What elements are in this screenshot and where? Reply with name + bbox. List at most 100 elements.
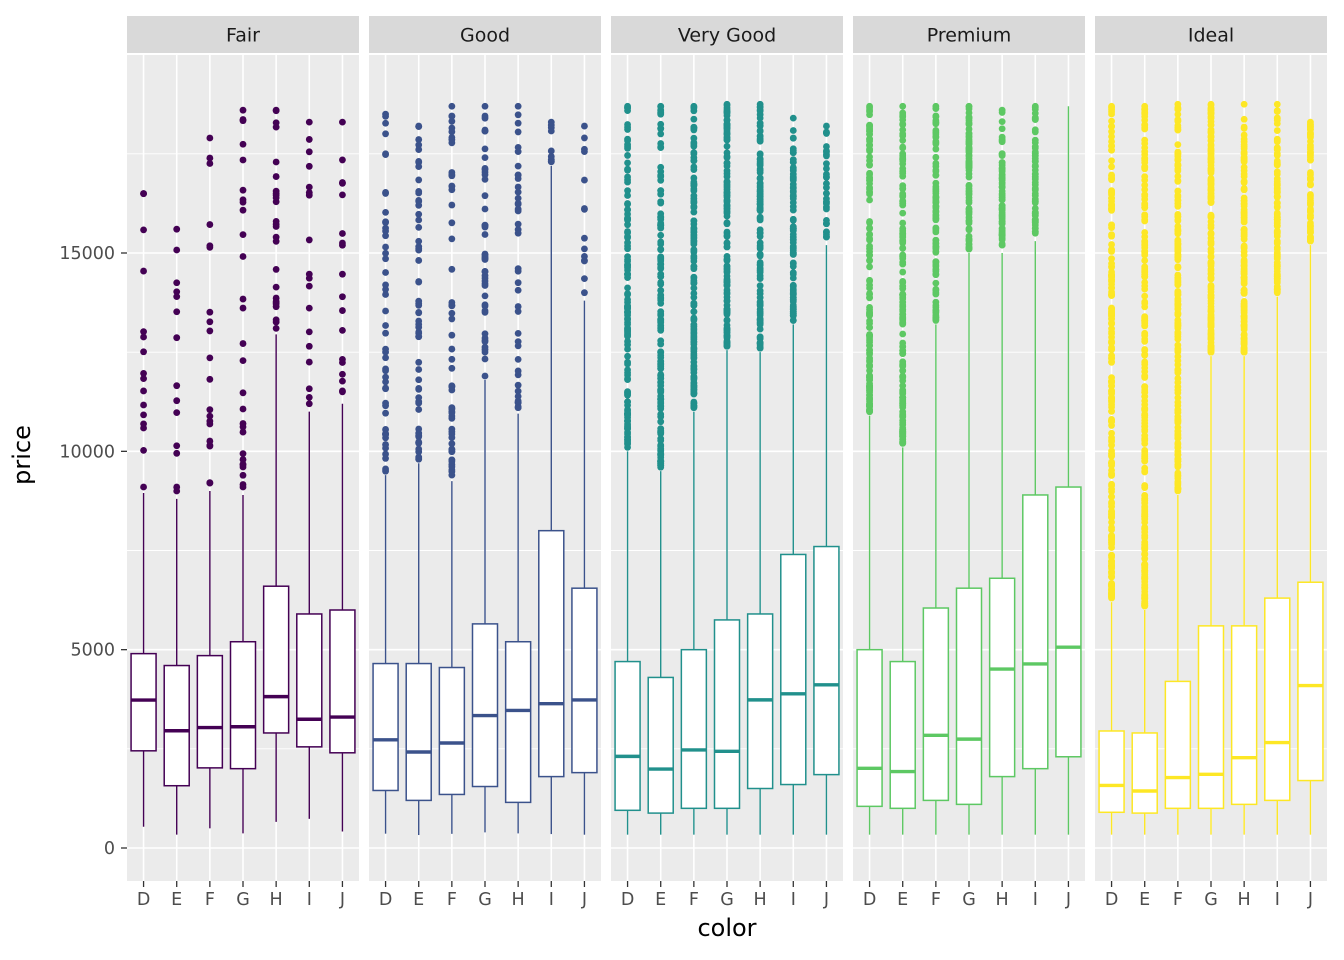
iqr-box xyxy=(372,662,399,792)
facet-strip-label: Good xyxy=(460,25,510,47)
iqr-box xyxy=(813,545,840,776)
boxplot-good-F xyxy=(438,102,466,834)
iqr-box xyxy=(1230,625,1258,806)
outlier-dots xyxy=(415,122,423,463)
iqr-box xyxy=(405,662,432,802)
boxplot-ideal-F xyxy=(1164,100,1192,835)
x-tick-label: J xyxy=(581,890,587,910)
x-tick-label: I xyxy=(307,890,312,910)
outlier-dots xyxy=(382,110,389,475)
outlier-dots xyxy=(756,100,764,352)
iqr-box xyxy=(1022,494,1049,770)
y-tick-label: 0 xyxy=(104,839,115,859)
facet-strip xyxy=(611,16,843,53)
boxplot-fair-F xyxy=(196,134,224,829)
boxplot-premium-F xyxy=(922,102,950,835)
x-tick-label: H xyxy=(270,890,283,910)
iqr-box xyxy=(571,587,598,774)
outlier-dots xyxy=(998,106,1006,249)
iqr-box xyxy=(329,609,356,754)
x-tick-label: G xyxy=(962,890,976,910)
facet-ideal: Ideal D E F G H I J xyxy=(1095,16,1327,910)
outlier-dots xyxy=(965,102,973,253)
facet-good: Good D E F G H I J xyxy=(369,16,601,910)
boxplot-good-H xyxy=(504,102,532,834)
outlier-dots xyxy=(481,102,489,380)
iqr-box xyxy=(988,577,1016,778)
iqr-box xyxy=(196,654,224,769)
boxplot-good-I xyxy=(538,118,565,835)
x-tick-label: H xyxy=(512,890,525,910)
x-tick-label: I xyxy=(791,890,796,910)
outlier-dots xyxy=(1141,102,1149,610)
facet-strip-label: Fair xyxy=(226,25,260,47)
outlier-dots xyxy=(723,100,731,350)
outlier-dots xyxy=(239,106,247,491)
boxplot-fair-E xyxy=(163,225,190,835)
x-tick-label: F xyxy=(447,890,457,910)
iqr-box xyxy=(1098,730,1125,814)
x-tick-label: I xyxy=(549,890,554,910)
x-tick-label: E xyxy=(897,890,908,910)
outlier-dots xyxy=(866,102,873,416)
boxplot-premium-H xyxy=(988,106,1016,835)
boxplot-very-good-J xyxy=(813,122,840,835)
x-tick-label: I xyxy=(1033,890,1038,910)
boxplot-very-good-G xyxy=(713,100,741,835)
iqr-box xyxy=(680,648,708,810)
boxplot-fair-H xyxy=(262,106,290,822)
x-tick-label: D xyxy=(379,890,392,910)
x-tick-label: F xyxy=(205,890,215,910)
boxplot-ideal-D xyxy=(1098,102,1125,835)
facet-strip-label: Ideal xyxy=(1188,25,1234,47)
x-tick-label: F xyxy=(1173,890,1183,910)
boxplot-good-J xyxy=(571,122,598,835)
iqr-box xyxy=(647,676,674,814)
outlier-dots xyxy=(690,102,698,412)
boxplot-fair-D xyxy=(130,190,157,827)
boxplot-good-E xyxy=(405,122,432,836)
boxplot-ideal-E xyxy=(1131,102,1158,835)
iqr-box xyxy=(1197,625,1225,810)
iqr-box xyxy=(1131,732,1158,814)
x-tick-label: H xyxy=(754,890,767,910)
iqr-box xyxy=(504,640,532,804)
x-tick-label: J xyxy=(823,890,829,910)
outlier-dots xyxy=(1174,100,1182,495)
iqr-box xyxy=(614,660,641,812)
x-tick-label: E xyxy=(171,890,182,910)
x-tick-label: J xyxy=(339,890,345,910)
boxplot-ideal-H xyxy=(1230,100,1258,835)
outlier-dots xyxy=(1207,100,1215,356)
boxplot-premium-D xyxy=(856,102,883,835)
boxplot-fair-G xyxy=(229,106,257,834)
boxplot-premium-J xyxy=(1055,106,1082,835)
iqr-box xyxy=(229,640,257,770)
x-tick-label: E xyxy=(1139,890,1150,910)
x-tick-label: F xyxy=(689,890,699,910)
boxplot-very-good-D xyxy=(614,102,641,835)
x-tick-label: H xyxy=(996,890,1009,910)
boxplot-fair-J xyxy=(329,118,356,832)
x-axis-title: color xyxy=(697,914,757,942)
facet-strip xyxy=(127,16,359,53)
iqr-box xyxy=(163,664,190,787)
x-tick-label: D xyxy=(1105,890,1118,910)
outlier-dots xyxy=(1031,102,1039,237)
x-tick-label: H xyxy=(1238,890,1251,910)
x-tick-label: E xyxy=(413,890,424,910)
x-tick-label: G xyxy=(1204,890,1218,910)
y-tick-label: 15000 xyxy=(59,244,115,264)
x-tick-label: G xyxy=(236,890,250,910)
x-tick-label: J xyxy=(1065,890,1071,910)
outlier-dots xyxy=(624,102,631,451)
iqr-box xyxy=(1164,680,1192,810)
facet-strip xyxy=(1095,16,1327,53)
outlier-dots xyxy=(514,102,522,412)
facet-strip-label: Very Good xyxy=(678,25,776,47)
iqr-box xyxy=(471,623,499,788)
iqr-box xyxy=(856,648,883,808)
outlier-dots xyxy=(657,102,665,471)
outlier-dots xyxy=(140,190,147,491)
